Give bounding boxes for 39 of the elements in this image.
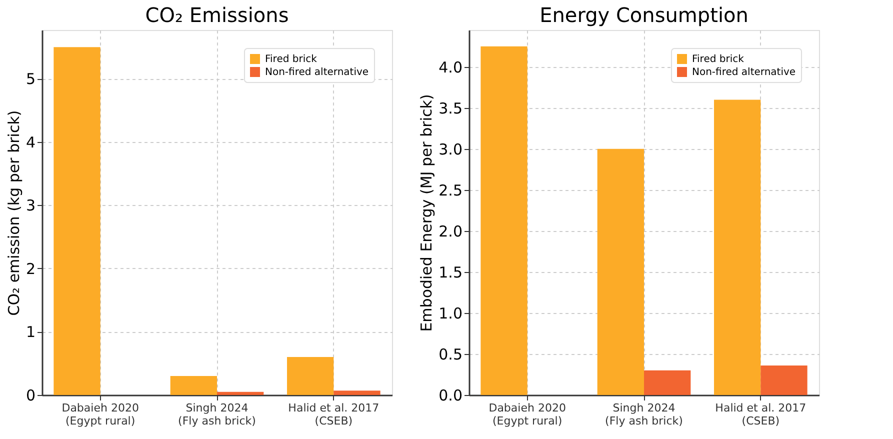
legend-label: Fired brick: [692, 54, 744, 65]
y-tick-label: 3.0: [438, 140, 462, 158]
bar: [760, 365, 808, 395]
y-tick-label: 0.0: [438, 386, 462, 404]
y-tick-label: 1.5: [438, 263, 462, 282]
bar: [287, 357, 334, 395]
bar: [54, 47, 100, 395]
x-tick-label: Dabaieh 2020 (Egypt rural): [488, 402, 566, 428]
legend-label: Non-fired alternative: [692, 67, 796, 78]
y-tick-label: 4.0: [438, 58, 462, 76]
x-tick-label: Dabaieh 2020 (Egypt rural): [62, 402, 139, 428]
y-tick-label: 1.0: [438, 304, 462, 322]
y-tick-label: 4: [26, 133, 36, 152]
bar: [644, 370, 691, 395]
bar: [597, 148, 644, 395]
bar: [480, 46, 528, 395]
y-tick-label: 2: [26, 260, 36, 278]
bar: [334, 390, 380, 395]
x-tick-label: Singh 2024 (Fly ash brick): [605, 402, 683, 428]
chart-title: CO₂ Emissions: [145, 3, 289, 27]
x-tick-label: Halid et al. 2017 (CSEB): [715, 402, 806, 428]
y-tick-label: 0: [26, 386, 36, 404]
y-tick-label: 3: [26, 196, 36, 215]
x-tick-label: Singh 2024 (Fly ash brick): [178, 402, 256, 428]
x-tick-label: Halid et al. 2017 (CSEB): [288, 402, 380, 428]
legend-label: Non-fired alternative: [265, 67, 369, 78]
y-tick-label: 0.5: [438, 345, 462, 364]
y-tick-label: 3.5: [438, 99, 462, 118]
y-tick-label: 2.0: [438, 222, 462, 240]
y-axis-title: CO₂ emission (kg per brick): [4, 110, 23, 316]
legend-label: Fired brick: [265, 54, 318, 65]
y-tick-label: 2.5: [438, 181, 462, 200]
chart-title: Energy Consumption: [540, 3, 748, 27]
y-axis-title: Embodied Energy (MJ per brick): [418, 94, 436, 332]
bar: [217, 392, 264, 395]
bar: [714, 100, 761, 395]
y-tick-label: 1: [26, 323, 36, 342]
bar: [170, 376, 217, 395]
y-tick-label: 5: [26, 70, 36, 88]
